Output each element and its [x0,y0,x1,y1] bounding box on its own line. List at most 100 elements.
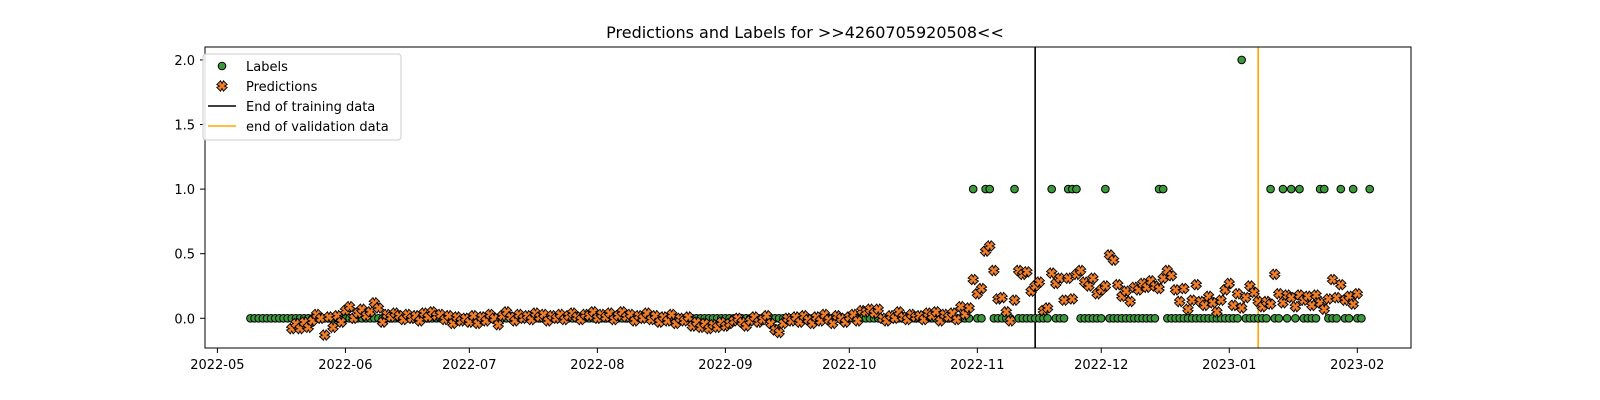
y-tick-label: 1.0 [174,183,195,198]
prediction-point [1235,301,1248,314]
prediction-point [975,282,988,295]
x-tick-label: 2022-10 [822,358,876,373]
x-tick-label: 2022-11 [950,358,1004,373]
prediction-point [1289,300,1302,313]
x-axis: 2022-05 2022-06 2022-07 2022-08 2022-09 2022-… [190,348,1384,373]
x-tick-label: 2022-05 [190,358,244,373]
prediction-point [1107,254,1120,267]
legend: Labels Predictions End of training data end… [202,53,402,141]
prediction-point [1347,298,1360,311]
y-tick-label: 2.0 [174,54,195,69]
label-point [1332,313,1341,323]
prediction-point [1000,305,1013,318]
x-tick-label: 2023-02 [1330,358,1384,373]
prediction-point [967,273,980,286]
label-point [1072,184,1081,194]
plot-frame [204,46,1412,349]
prediction-point [983,239,996,252]
prediction-point [872,303,885,316]
prediction-point [996,291,1009,304]
prediction-point [950,313,963,326]
label-point [1274,313,1284,323]
prediction-point [1008,294,1021,307]
prediction-point [963,301,976,314]
label-point [977,313,986,323]
plot-area [204,46,1412,349]
x-tick-label: 2022-06 [318,358,372,373]
label-point [1010,184,1019,194]
label-point [1336,184,1346,194]
prediction-point [1124,295,1137,308]
x-tick-label: 2022-07 [442,358,496,373]
prediction-point [987,264,1000,277]
label-point [968,184,978,194]
legend-label: Predictions [246,80,318,95]
label-point [1286,184,1296,194]
label-point [1282,313,1292,323]
prediction-point [1239,291,1252,304]
label-point [985,184,995,194]
legend-labels-marker [217,61,227,71]
prediction-point [1111,278,1124,291]
prediction-point [1074,264,1087,277]
prediction-point [1020,265,1033,278]
label-point [1344,313,1354,323]
label-point [1047,184,1056,194]
legend-label: Labels [246,60,288,75]
label-point [1233,313,1242,323]
prediction-point [1264,298,1277,311]
prediction-point [335,316,348,329]
x-tick-label: 2023-01 [1202,358,1256,373]
legend-label: end of validation data [246,120,389,135]
prediction-point [1033,276,1046,289]
y-tick-label: 0.5 [174,248,195,263]
prediction-point [1223,277,1236,290]
x-tick-label: 2022-09 [698,358,752,373]
prediction-point [1318,303,1331,316]
label-point [1357,313,1366,323]
prediction-point [1190,278,1203,291]
x-tick-label: 2022-12 [1074,358,1128,373]
y-tick-label: 0.0 [174,312,195,327]
prediction-point [1004,314,1017,327]
label-point [1043,313,1052,323]
prediction-point [1177,282,1190,295]
prediction-point [372,301,385,314]
prediction-point [1099,280,1112,292]
prediction-point [1165,269,1178,282]
label-point [1262,313,1271,323]
label-point [1158,184,1168,194]
label-point [1278,184,1288,194]
label-point [1348,184,1358,194]
label-point [1096,313,1106,323]
label-point [1295,184,1304,194]
x-tick-label: 2022-08 [570,358,624,373]
prediction-point [1268,268,1281,281]
label-point [1059,313,1069,323]
prediction-point [492,318,505,331]
prediction-point [1210,305,1223,318]
prediction-point [1248,286,1261,299]
prediction-point [851,314,864,327]
prediction-point [1066,292,1079,305]
prediction-point [773,326,786,339]
prediction-point [343,300,356,313]
label-point [1150,313,1160,323]
legend-box [202,53,402,141]
label-point [1101,184,1110,194]
prediction-point [1173,295,1186,308]
y-axis: 0.0 0.5 1.0 1.5 2.0 [174,54,205,327]
label-point [1319,184,1329,194]
label-point [1311,313,1321,323]
prediction-point [1351,287,1364,300]
label-point [1291,313,1300,323]
chart-title: Predictions and Labels for >>42607059205… [606,23,1004,42]
label-point [1365,184,1374,194]
label-point [1237,55,1246,65]
legend-label: End of training data [246,100,375,115]
prediction-point [1087,272,1099,285]
legend-predictions-marker [216,80,228,92]
prediction-point [1153,282,1166,295]
prediction-point [1334,278,1347,291]
